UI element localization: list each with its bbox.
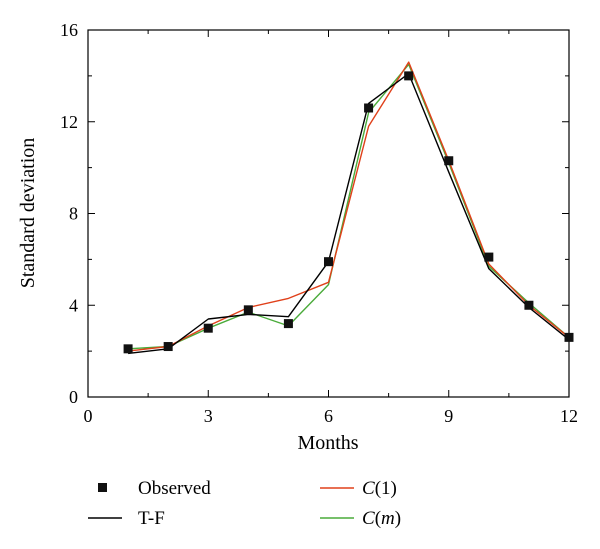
observed-point (243, 305, 253, 315)
y-tick-label: 8 (69, 204, 78, 224)
observed-point (404, 71, 414, 81)
observed-point (203, 323, 213, 333)
series-line (128, 72, 570, 355)
x-tick-label: 3 (204, 406, 213, 426)
legend-marker-observed (98, 483, 107, 492)
x-tick-label: 9 (444, 406, 453, 426)
y-tick-label: 0 (69, 387, 78, 407)
x-tick-label: 0 (84, 406, 93, 426)
series-lines (128, 61, 570, 355)
observed-point (524, 300, 534, 310)
observed-point (123, 344, 133, 354)
legend-label-cm: C(m) (362, 508, 401, 529)
x-tick-label: 12 (560, 406, 578, 426)
legend-label-observed: Observed (138, 478, 211, 499)
observed-point (283, 319, 293, 329)
y-tick-label: 4 (69, 295, 78, 315)
x-axis: 0 3 6 9 12 (84, 30, 578, 426)
observed-markers (123, 71, 574, 354)
observed-point (484, 252, 494, 262)
observed-point (163, 342, 173, 352)
x-axis-label: Months (297, 432, 358, 454)
series-line (128, 63, 570, 350)
observed-point (564, 332, 574, 342)
y-tick-label: 12 (60, 112, 78, 132)
observed-point (364, 103, 374, 113)
series-line (128, 61, 570, 352)
legend-label-tf: T-F (138, 508, 165, 529)
observed-point (324, 257, 333, 267)
observed-point (444, 156, 454, 166)
y-axis-label: Standard deviation (17, 138, 39, 289)
x-tick-label: 6 (324, 406, 333, 426)
y-axis: 0 4 8 12 16 (60, 20, 569, 407)
y-tick-label: 16 (60, 20, 78, 40)
legend-label-c1: C(1) (362, 478, 397, 499)
plot-frame (87, 29, 570, 398)
legend: Observed T-F C(1) C(m) (88, 478, 401, 529)
